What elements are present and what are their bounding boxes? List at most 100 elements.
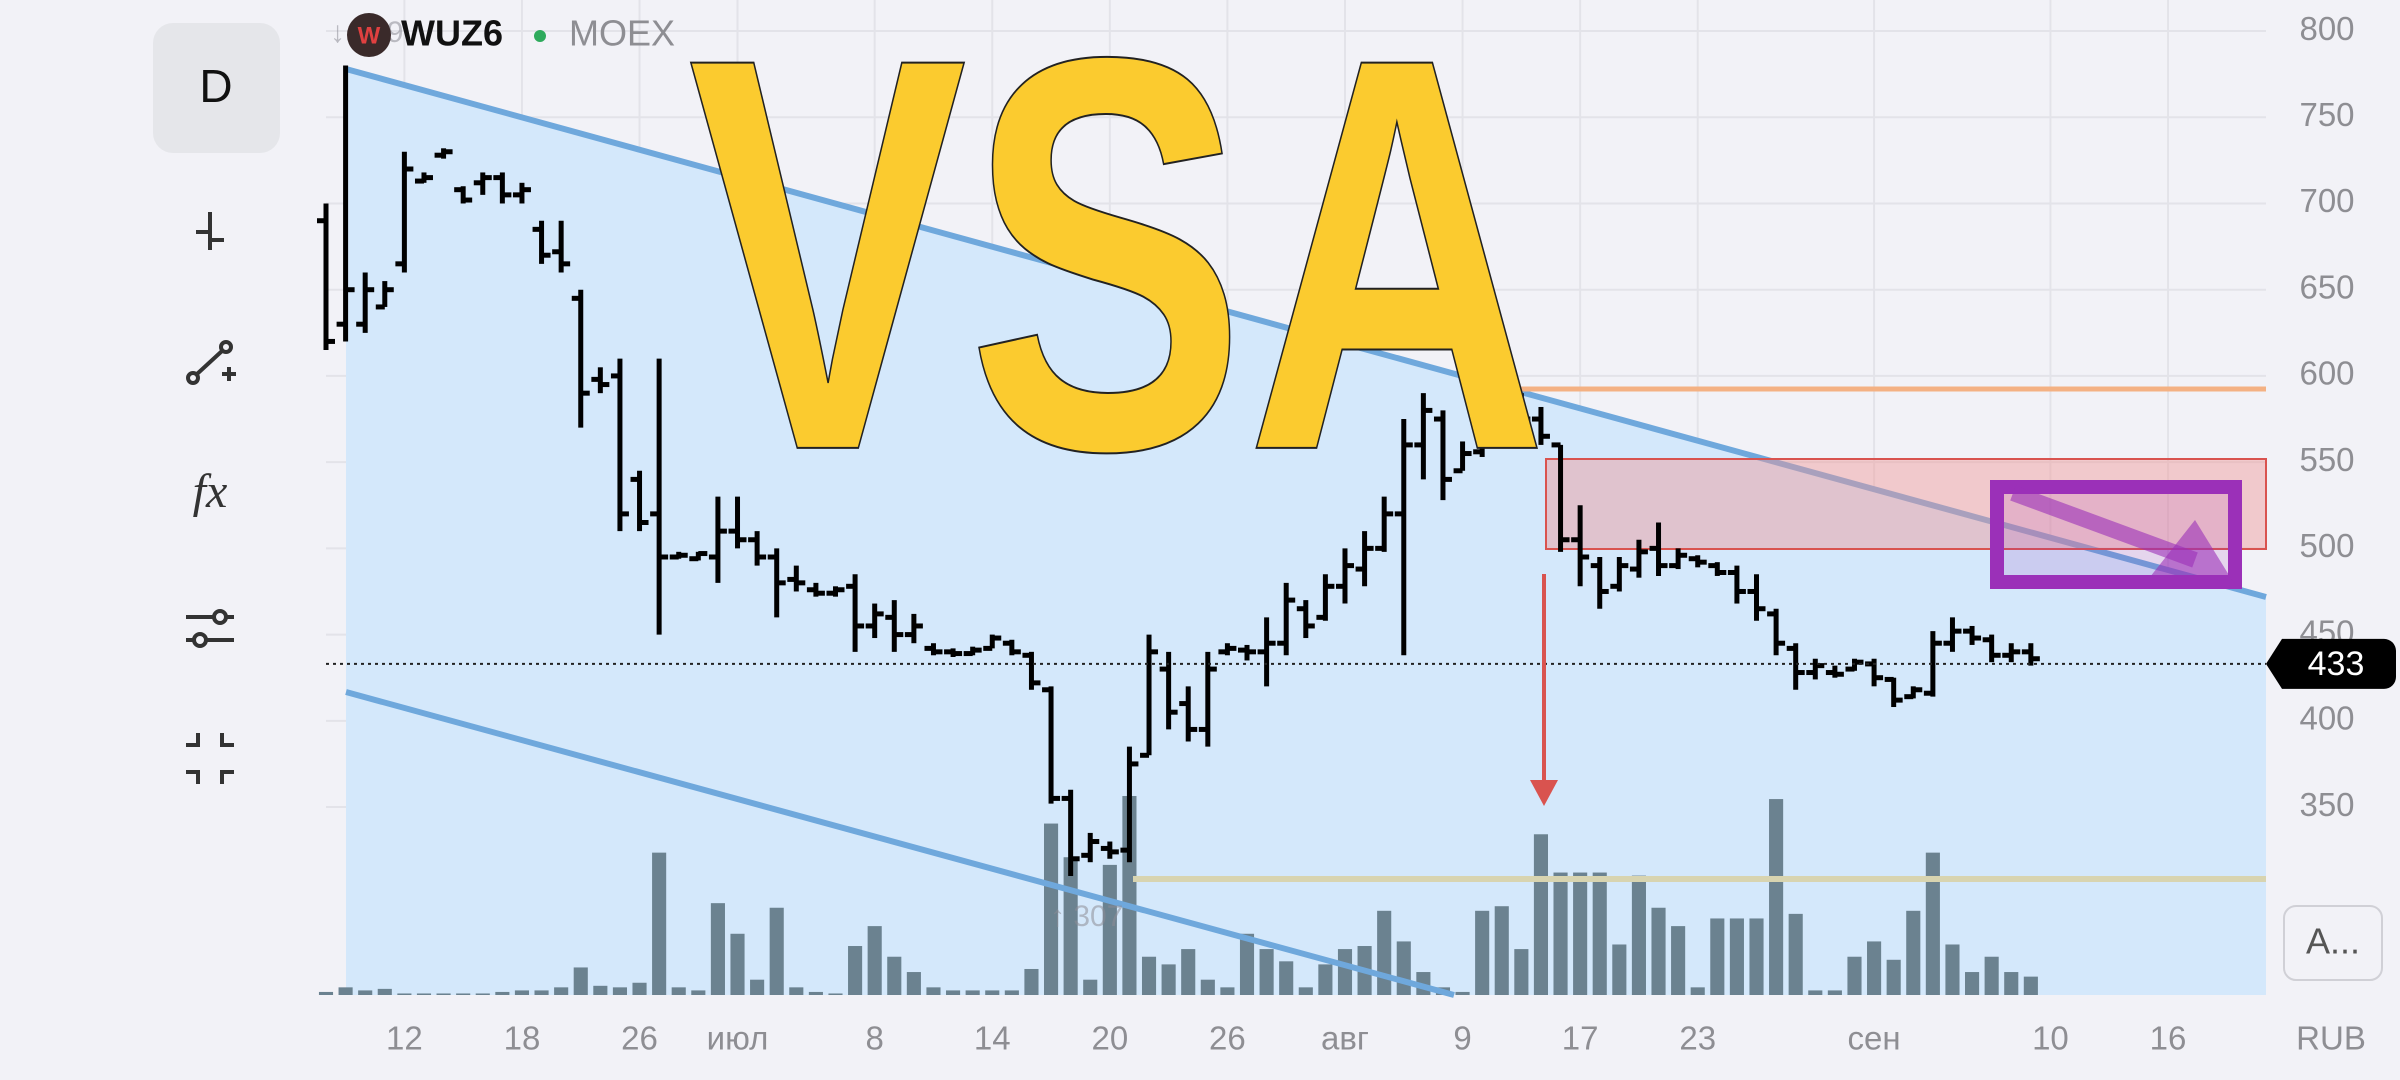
channel-upper bbox=[345, 66, 2267, 600]
volume-bar bbox=[338, 987, 353, 995]
symbol-logo bbox=[347, 13, 391, 57]
x-tick-label: 12 bbox=[386, 1020, 423, 1057]
volume-bar bbox=[456, 993, 471, 995]
volume-bar bbox=[495, 991, 510, 995]
volume-bar bbox=[514, 990, 530, 995]
volume-bar bbox=[1788, 913, 1803, 995]
volume-bar bbox=[2023, 976, 2038, 995]
volume-bar bbox=[632, 982, 647, 995]
volume-bar bbox=[1043, 823, 1059, 995]
volume-bar bbox=[397, 993, 412, 995]
volume-bar bbox=[1141, 956, 1157, 995]
volume-bar bbox=[1396, 941, 1411, 995]
auto-button[interactable] bbox=[2283, 905, 2383, 981]
volume-bar bbox=[848, 946, 863, 995]
interval-label[interactable]: D bbox=[199, 60, 232, 112]
volume-bar bbox=[1298, 987, 1313, 995]
volume-bar bbox=[612, 987, 627, 995]
volume-bar bbox=[1867, 941, 1882, 995]
last-price-tag bbox=[2266, 638, 2396, 689]
volume-bar bbox=[573, 967, 588, 995]
volume-bar bbox=[1827, 990, 1842, 995]
auto-label[interactable]: A... bbox=[2306, 921, 2360, 962]
crosshair-tool[interactable] bbox=[196, 212, 224, 250]
x-tick-label: сен bbox=[1848, 1020, 1901, 1057]
volume-bar bbox=[1808, 990, 1823, 995]
volume-bar bbox=[1220, 987, 1235, 995]
x-tick-label: 23 bbox=[1679, 1020, 1716, 1057]
volume-bar bbox=[730, 933, 745, 995]
volume-bar bbox=[1259, 949, 1274, 995]
handwritten-text: VSA bbox=[688, 0, 1548, 567]
logo-glyph: W bbox=[358, 22, 381, 49]
volume-bar bbox=[1886, 959, 1901, 995]
last-price-label: 433 bbox=[2308, 645, 2365, 683]
y-tick-label: 550 bbox=[2299, 441, 2354, 478]
y-tick-label: 500 bbox=[2299, 527, 2354, 564]
x-tick-label: 18 bbox=[504, 1020, 541, 1057]
volume-bar bbox=[1161, 964, 1176, 995]
x-tick-label: 17 bbox=[1562, 1020, 1599, 1057]
volume-bar bbox=[416, 993, 432, 995]
volume-bar bbox=[808, 991, 823, 995]
y-tick-label: 400 bbox=[2299, 700, 2354, 737]
volume-bar bbox=[1690, 987, 1705, 995]
volume-bar bbox=[926, 987, 941, 995]
volume-bar bbox=[1004, 990, 1019, 995]
volume-bar bbox=[867, 926, 882, 995]
volume-bar bbox=[318, 991, 334, 995]
volume-bar bbox=[1984, 956, 1999, 995]
volume-bar bbox=[1925, 852, 1940, 995]
volume-bar bbox=[1651, 907, 1666, 995]
volume-bar bbox=[887, 956, 902, 995]
status-dot bbox=[534, 30, 546, 42]
interval-button[interactable] bbox=[153, 23, 280, 153]
volume-bar bbox=[1612, 944, 1627, 995]
exchange: MOEX bbox=[569, 13, 675, 54]
volume-bar bbox=[671, 987, 686, 995]
volume-bar bbox=[1455, 991, 1470, 995]
fullscreen-tool[interactable] bbox=[186, 733, 234, 784]
x-tick-label: июл bbox=[707, 1020, 769, 1057]
settings-tool[interactable] bbox=[186, 609, 234, 648]
y-tick-label: 800 bbox=[2299, 10, 2354, 47]
volume-bar bbox=[1573, 872, 1588, 995]
volume-bar bbox=[1671, 926, 1686, 995]
arrow-head bbox=[1530, 780, 1558, 806]
volume-bar bbox=[750, 979, 765, 995]
volume-bar bbox=[1710, 918, 1725, 995]
volume-bar bbox=[906, 972, 921, 995]
x-tick-label: 26 bbox=[1209, 1020, 1246, 1057]
toolbar: D fx bbox=[153, 23, 280, 784]
volume-bar bbox=[1847, 956, 1862, 995]
symbol: WUZ6 bbox=[401, 13, 503, 54]
indicator-tool[interactable]: fx bbox=[193, 465, 228, 518]
x-tick-label: 26 bbox=[621, 1020, 658, 1057]
x-tick-label: авг bbox=[1321, 1020, 1369, 1057]
volume-bar bbox=[1729, 918, 1744, 995]
volume-bar bbox=[593, 985, 608, 995]
volume-bar bbox=[1475, 910, 1490, 995]
x-tick-label: 16 bbox=[2150, 1020, 2187, 1057]
volume-bar bbox=[1749, 918, 1764, 995]
volume-bar bbox=[1279, 961, 1294, 995]
volume-bar bbox=[691, 990, 706, 995]
line-tool[interactable] bbox=[186, 340, 236, 385]
volume-bar bbox=[1083, 979, 1098, 995]
volume-bar bbox=[1945, 944, 1960, 995]
volume-bar bbox=[1181, 949, 1196, 995]
volume-bar bbox=[1239, 933, 1255, 995]
volume-bar bbox=[1122, 796, 1137, 995]
volume-bar bbox=[377, 988, 392, 995]
channel-lower bbox=[345, 689, 1455, 998]
x-tick-label: 20 bbox=[1091, 1020, 1128, 1057]
volume-bar bbox=[1337, 949, 1353, 995]
volume-bar bbox=[652, 852, 667, 995]
low-label: ↑ 307 bbox=[1050, 900, 1123, 933]
y-tick-label: 650 bbox=[2299, 268, 2354, 305]
purple-arrow-head bbox=[2150, 520, 2232, 580]
volume-bar bbox=[1553, 872, 1568, 995]
volume-bar bbox=[1514, 949, 1529, 995]
volume-bar bbox=[1024, 968, 1039, 995]
